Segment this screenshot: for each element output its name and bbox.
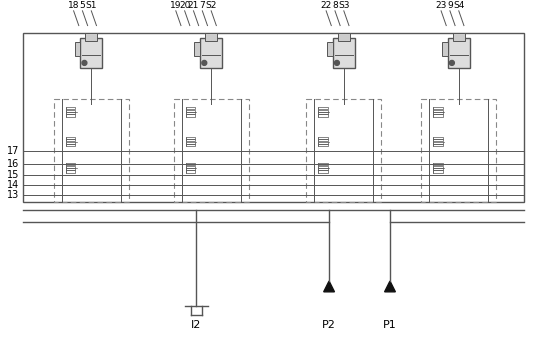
Bar xyxy=(318,139,328,141)
Text: 22: 22 xyxy=(321,1,332,10)
Bar xyxy=(186,141,195,144)
Bar xyxy=(66,144,75,146)
Text: 20: 20 xyxy=(179,1,191,10)
Bar xyxy=(66,109,75,112)
Bar xyxy=(186,165,195,168)
Bar xyxy=(23,34,524,202)
Text: 13: 13 xyxy=(7,190,19,200)
Text: 5: 5 xyxy=(80,1,85,10)
Bar xyxy=(66,163,75,165)
Bar xyxy=(433,171,443,173)
Text: 7: 7 xyxy=(199,1,205,10)
Bar xyxy=(448,38,470,68)
Text: S1: S1 xyxy=(85,1,97,10)
Bar xyxy=(186,137,195,139)
Bar xyxy=(66,112,75,114)
Text: 21: 21 xyxy=(188,1,199,10)
Text: 19: 19 xyxy=(170,1,182,10)
Bar xyxy=(318,115,328,117)
Bar xyxy=(186,139,195,141)
Polygon shape xyxy=(324,281,335,292)
Bar xyxy=(318,168,328,170)
Circle shape xyxy=(335,60,340,65)
Bar xyxy=(66,139,75,141)
Bar xyxy=(186,107,195,109)
Bar xyxy=(433,141,443,144)
Bar xyxy=(80,38,102,68)
Bar xyxy=(186,168,195,170)
Bar xyxy=(318,144,328,146)
Text: 17: 17 xyxy=(7,146,19,156)
Bar xyxy=(318,112,328,114)
Text: S4: S4 xyxy=(453,1,464,10)
Text: 9: 9 xyxy=(447,1,453,10)
Circle shape xyxy=(202,60,207,65)
Bar xyxy=(66,115,75,117)
Bar xyxy=(206,34,217,41)
Bar xyxy=(433,109,443,112)
Bar xyxy=(318,107,328,109)
Text: S2: S2 xyxy=(206,1,217,10)
Bar xyxy=(433,165,443,168)
Bar xyxy=(66,141,75,144)
Bar xyxy=(66,165,75,168)
Text: 23: 23 xyxy=(435,1,447,10)
Text: 18: 18 xyxy=(68,1,79,10)
Bar xyxy=(433,112,443,114)
Bar xyxy=(318,137,328,139)
Bar xyxy=(433,137,443,139)
Bar xyxy=(333,38,355,68)
Polygon shape xyxy=(384,281,396,292)
Text: 14: 14 xyxy=(7,180,19,190)
Text: 8: 8 xyxy=(332,1,338,10)
Circle shape xyxy=(449,60,454,65)
Bar xyxy=(433,107,443,109)
Bar xyxy=(66,171,75,173)
Bar xyxy=(66,107,75,109)
Bar xyxy=(306,99,381,202)
Bar xyxy=(201,38,222,68)
Text: S3: S3 xyxy=(338,1,350,10)
Bar xyxy=(54,99,129,202)
Bar xyxy=(433,144,443,146)
Bar xyxy=(338,34,350,41)
Circle shape xyxy=(82,60,87,65)
Bar xyxy=(433,115,443,117)
Bar xyxy=(433,163,443,165)
Bar xyxy=(318,165,328,168)
Bar xyxy=(186,144,195,146)
Text: I2: I2 xyxy=(191,320,202,330)
Bar xyxy=(318,109,328,112)
Bar xyxy=(186,171,195,173)
Bar xyxy=(433,139,443,141)
Bar xyxy=(186,115,195,117)
Bar xyxy=(186,163,195,165)
Bar xyxy=(453,34,465,41)
Bar xyxy=(318,163,328,165)
Bar xyxy=(422,99,496,202)
Bar xyxy=(194,42,201,56)
Bar xyxy=(186,112,195,114)
Text: 15: 15 xyxy=(7,170,19,180)
Bar xyxy=(174,99,249,202)
Text: 16: 16 xyxy=(7,159,19,169)
Text: P2: P2 xyxy=(322,320,336,330)
Bar xyxy=(318,141,328,144)
Bar xyxy=(433,168,443,170)
Text: P1: P1 xyxy=(383,320,397,330)
Bar xyxy=(186,109,195,112)
Bar xyxy=(75,42,80,56)
Bar xyxy=(85,34,97,41)
Bar xyxy=(318,171,328,173)
Bar xyxy=(442,42,448,56)
Bar xyxy=(327,42,333,56)
Bar xyxy=(66,137,75,139)
Bar xyxy=(66,168,75,170)
